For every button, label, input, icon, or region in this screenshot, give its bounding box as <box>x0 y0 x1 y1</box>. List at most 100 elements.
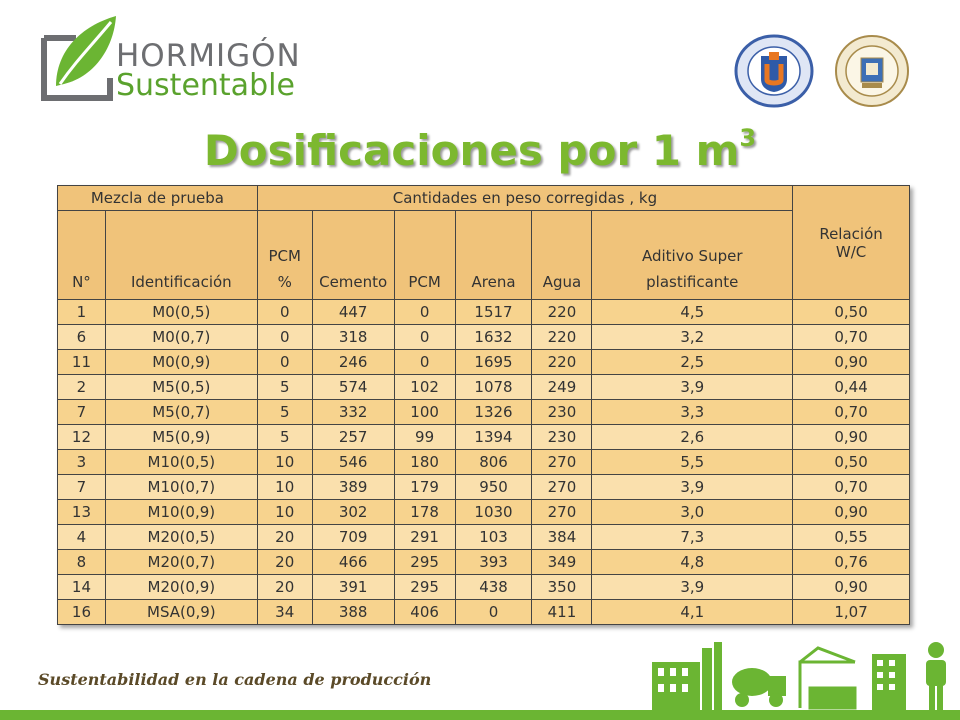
person-icon <box>926 642 946 710</box>
table-row: 7 M5(0,7) 5 332 100 1326 230 3,3 0,70 <box>57 399 910 425</box>
cell-identificacion: M0(0,9) <box>104 349 258 375</box>
cell-n: 12 <box>57 424 106 450</box>
cell-n: 16 <box>57 599 106 625</box>
cell-pcm-pct: 0 <box>256 349 313 375</box>
cell-pcm-pct: 0 <box>256 324 313 350</box>
table-row: 3 M10(0,5) 10 546 180 806 270 5,5 0,50 <box>57 449 910 475</box>
header-arena: Arena <box>454 210 533 300</box>
cell-pcm-pct: 20 <box>256 549 313 575</box>
cell-n: 2 <box>57 374 106 400</box>
cell-arena: 806 <box>454 449 533 475</box>
brand-line2: Sustentable <box>116 68 295 103</box>
cell-identificacion: M10(0,5) <box>104 449 258 475</box>
cell-cemento: 447 <box>311 299 395 325</box>
ucn-seal <box>734 34 814 108</box>
cell-agua: 220 <box>531 349 593 375</box>
cell-pcm: 179 <box>393 474 456 500</box>
page-title: Dosificaciones por 1 m3 <box>203 124 757 175</box>
cell-arena: 0 <box>454 599 533 625</box>
cell-cemento: 709 <box>311 524 395 550</box>
cell-agua: 411 <box>531 599 593 625</box>
cell-relacion-wc: 0,76 <box>792 549 910 575</box>
cell-pcm: 99 <box>393 424 456 450</box>
table-row: 13 M10(0,9) 10 302 178 1030 270 3,0 0,90 <box>57 499 910 525</box>
header-n: N° <box>57 210 106 300</box>
sustainability-icons <box>652 642 946 710</box>
group-header-row: Mezcla de prueba Cantidades en peso corr… <box>57 185 910 300</box>
cell-n: 1 <box>57 299 106 325</box>
cell-arena: 103 <box>454 524 533 550</box>
cell-arena: 1394 <box>454 424 533 450</box>
cell-arena: 393 <box>454 549 533 575</box>
cell-agua: 270 <box>531 474 593 500</box>
cell-aditivo: 4,8 <box>591 549 794 575</box>
factory-icon <box>652 642 722 710</box>
cell-identificacion: M10(0,7) <box>104 474 258 500</box>
cell-n: 4 <box>57 524 106 550</box>
header-pcm-pct: PCM% <box>256 210 313 300</box>
cell-pcm: 295 <box>393 549 456 575</box>
cell-cemento: 466 <box>311 549 395 575</box>
cell-relacion-wc: 1,07 <box>792 599 910 625</box>
cell-n: 13 <box>57 499 106 525</box>
cell-aditivo: 3,9 <box>591 574 794 600</box>
table-row: 12 M5(0,9) 5 257 99 1394 230 2,6 0,90 <box>57 424 910 450</box>
cell-n: 3 <box>57 449 106 475</box>
cell-identificacion: M0(0,7) <box>104 324 258 350</box>
table-row: 8 M20(0,7) 20 466 295 393 349 4,8 0,76 <box>57 549 910 575</box>
column-header-row: N° Identificación PCM% Cemento PCM Arena… <box>57 210 910 300</box>
cell-arena: 438 <box>454 574 533 600</box>
cell-aditivo: 3,2 <box>591 324 794 350</box>
cell-agua: 230 <box>531 399 593 425</box>
cell-pcm-pct: 5 <box>256 424 313 450</box>
header-agua: Agua <box>531 210 593 300</box>
cell-identificacion: M10(0,9) <box>104 499 258 525</box>
table-row: 6 M0(0,7) 0 318 0 1632 220 3,2 0,70 <box>57 324 910 350</box>
crane-icon <box>798 646 857 710</box>
header-cemento: Cemento <box>311 210 395 300</box>
cell-pcm: 178 <box>393 499 456 525</box>
table-row: 7 M10(0,7) 10 389 179 950 270 3,9 0,70 <box>57 474 910 500</box>
cell-identificacion: M20(0,7) <box>104 549 258 575</box>
cell-relacion-wc: 0,70 <box>792 474 910 500</box>
cell-cemento: 391 <box>311 574 395 600</box>
upm-seal <box>832 34 912 108</box>
cell-identificacion: M20(0,5) <box>104 524 258 550</box>
cell-aditivo: 3,0 <box>591 499 794 525</box>
header-identificacion: Identificación <box>104 210 258 300</box>
cell-cemento: 388 <box>311 599 395 625</box>
cell-n: 7 <box>57 399 106 425</box>
cell-aditivo: 3,9 <box>591 474 794 500</box>
cell-agua: 270 <box>531 499 593 525</box>
cell-pcm: 102 <box>393 374 456 400</box>
cell-aditivo: 3,9 <box>591 374 794 400</box>
cell-pcm-pct: 10 <box>256 499 313 525</box>
table-row: 2 M5(0,5) 5 574 102 1078 249 3,9 0,44 <box>57 374 910 400</box>
cell-agua: 220 <box>531 324 593 350</box>
cell-arena: 950 <box>454 474 533 500</box>
header-cantidades: Cantidades en peso corregidas , kg <box>256 185 794 211</box>
cell-aditivo: 2,6 <box>591 424 794 450</box>
cell-agua: 220 <box>531 299 593 325</box>
brand-line1: HORMIGÓN <box>116 38 301 74</box>
table-row: 11 M0(0,9) 0 246 0 1695 220 2,5 0,90 <box>57 349 910 375</box>
cell-relacion-wc: 0,90 <box>792 574 910 600</box>
cell-n: 11 <box>57 349 106 375</box>
cell-identificacion: M5(0,7) <box>104 399 258 425</box>
cell-relacion-wc: 0,70 <box>792 324 910 350</box>
dosificaciones-table: Mezcla de prueba Cantidades en peso corr… <box>57 185 910 625</box>
cell-cemento: 246 <box>311 349 395 375</box>
cell-cemento: 318 <box>311 324 395 350</box>
hormigon-sustentable-logo <box>36 6 306 106</box>
cell-pcm: 100 <box>393 399 456 425</box>
header-mezcla: Mezcla de prueba <box>57 185 258 211</box>
cell-pcm: 0 <box>393 299 456 325</box>
cell-aditivo: 3,3 <box>591 399 794 425</box>
cell-arena: 1326 <box>454 399 533 425</box>
cell-pcm-pct: 10 <box>256 474 313 500</box>
cell-identificacion: M0(0,5) <box>104 299 258 325</box>
cell-relacion-wc: 0,70 <box>792 399 910 425</box>
cell-relacion-wc: 0,55 <box>792 524 910 550</box>
cell-relacion-wc: 0,50 <box>792 299 910 325</box>
cell-aditivo: 2,5 <box>591 349 794 375</box>
